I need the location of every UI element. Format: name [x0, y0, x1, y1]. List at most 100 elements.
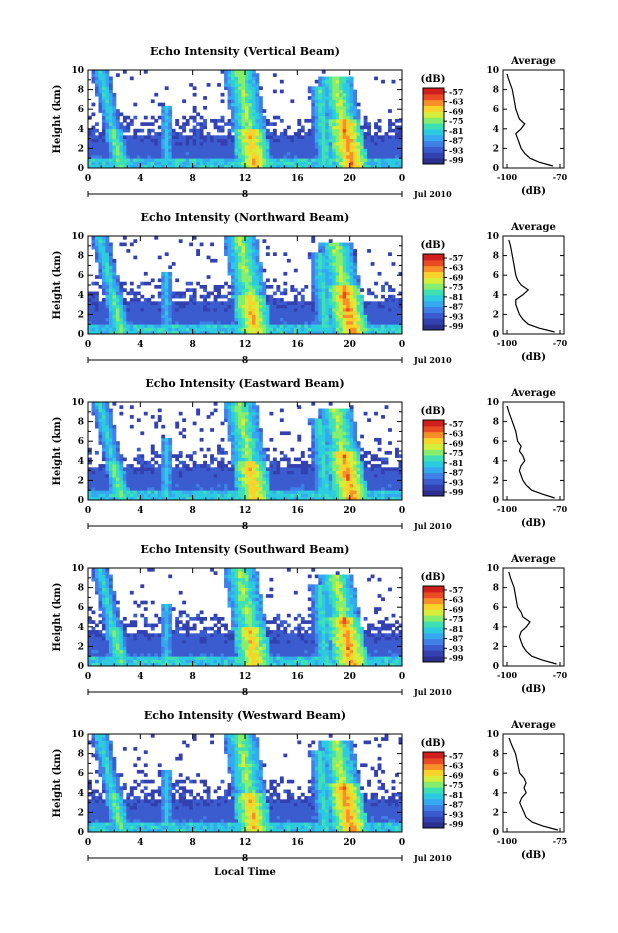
heatmap-cell — [88, 308, 92, 312]
heatmap-cell — [207, 152, 211, 156]
heatmap-cell — [151, 327, 155, 331]
heatmap-cell — [346, 314, 350, 318]
heatmap-cell — [262, 454, 266, 458]
heatmap-cell — [311, 161, 315, 165]
heatmap-cell — [255, 119, 259, 123]
heatmap-cell — [98, 405, 102, 409]
heatmap-cell — [231, 275, 235, 279]
heatmap-cell — [360, 132, 364, 136]
heatmap-cell — [255, 86, 259, 90]
heatmap-cell — [374, 152, 378, 156]
heatmap-cell — [392, 311, 396, 315]
heatmap-cell — [140, 158, 144, 162]
heatmap-cell — [161, 135, 165, 139]
heatmap-cell — [318, 93, 322, 97]
heatmap-cell — [336, 321, 340, 325]
heatmap-cell — [154, 155, 158, 159]
heatmap-cell — [161, 142, 165, 146]
heatmap-cell — [231, 405, 235, 409]
heatmap-cell — [105, 409, 109, 413]
heatmap-cell — [161, 444, 165, 448]
heatmap-cell — [105, 145, 109, 149]
heatmap-cell — [133, 490, 137, 494]
heatmap-cell — [165, 490, 169, 494]
heatmap-cell — [109, 451, 113, 455]
heatmap-cell — [102, 454, 106, 458]
heatmap-cell — [126, 292, 130, 296]
heatmap-cell — [311, 471, 315, 475]
heatmap-cell — [374, 135, 378, 139]
heatmap-cell — [116, 487, 120, 491]
heatmap-cell — [193, 490, 197, 494]
heatmap-cell — [367, 161, 371, 165]
heatmap-cell — [388, 158, 392, 162]
heatmap-cell — [329, 99, 333, 103]
heatmap-cell — [339, 448, 343, 452]
heatmap-cell — [235, 412, 239, 416]
heatmap-cell — [102, 148, 106, 152]
heatmap-cell — [231, 454, 235, 458]
heatmap-cell — [273, 480, 277, 484]
heatmap-cell — [329, 83, 333, 87]
heatmap-cell — [329, 305, 333, 309]
heatmap-cell — [343, 422, 347, 426]
heatmap-cell — [123, 152, 127, 156]
heatmap-cell — [255, 285, 259, 289]
heatmap-cell — [248, 112, 252, 116]
heatmap-cell — [245, 318, 249, 322]
heatmap-cell — [388, 148, 392, 152]
heatmap-cell — [168, 471, 172, 475]
heatmap-cell — [357, 109, 361, 113]
heatmap-cell — [98, 321, 102, 325]
heatmap-cell — [269, 158, 273, 162]
heatmap-cell — [168, 298, 172, 302]
heatmap-cell — [248, 484, 252, 488]
heatmap-cell — [112, 477, 116, 481]
heatmap-cell — [343, 451, 347, 455]
heatmap-cell — [315, 93, 319, 97]
heatmap-cell — [339, 458, 343, 462]
heatmap-cell — [315, 269, 319, 273]
heatmap-cell — [154, 148, 158, 152]
heatmap-cell — [322, 418, 326, 422]
heatmap-cell — [231, 458, 235, 462]
heatmap-cell — [172, 490, 176, 494]
heatmap-cell — [325, 243, 329, 247]
heatmap-cell — [346, 480, 350, 484]
heatmap-cell — [168, 132, 172, 136]
heatmap-cell — [248, 145, 252, 149]
heatmap-cell — [252, 493, 256, 497]
heatmap-cell — [248, 477, 252, 481]
heatmap-cell — [175, 139, 179, 143]
heatmap-cell — [147, 308, 151, 312]
heatmap-cell — [88, 295, 92, 299]
heatmap-cell — [395, 324, 399, 328]
heatmap-cell — [280, 308, 284, 312]
heatmap-cell — [325, 259, 329, 263]
heatmap-cell — [339, 90, 343, 94]
heatmap-cell — [336, 327, 340, 331]
heatmap-cell — [109, 305, 113, 309]
heatmap-cell — [255, 412, 259, 416]
heatmap-cell — [161, 305, 165, 309]
heatmap-cell — [133, 324, 137, 328]
heatmap-cell — [165, 458, 169, 462]
heatmap-cell — [276, 155, 280, 159]
heatmap-cell — [332, 152, 336, 156]
heatmap-cell — [269, 298, 273, 302]
heatmap-cell — [165, 327, 169, 331]
heatmap-cell — [221, 301, 225, 305]
heatmap-cell — [137, 158, 141, 162]
heatmap-cell — [210, 428, 214, 432]
heatmap-cell — [255, 484, 259, 488]
heatmap-cell — [322, 86, 326, 90]
heatmap-cell — [172, 142, 176, 146]
heatmap-cell — [273, 477, 277, 481]
heatmap-cell — [214, 119, 218, 123]
heatmap-cell — [126, 129, 130, 133]
heatmap-cell — [196, 467, 200, 471]
colorbar-tick-label: -63 — [449, 97, 464, 107]
heatmap-cell — [172, 487, 176, 491]
heatmap-cell — [276, 480, 280, 484]
heatmap-cell — [259, 285, 263, 289]
